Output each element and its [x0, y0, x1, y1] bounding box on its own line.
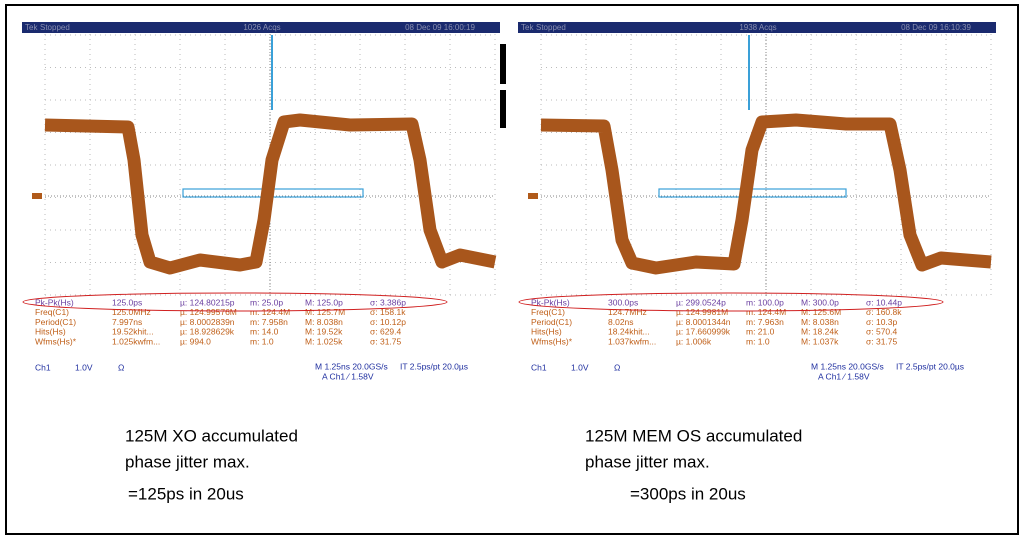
status-resolution: IT 2.5ps/pt 20.0µs: [896, 361, 964, 371]
measurement-value: σ: 570.4: [866, 327, 898, 337]
header-state: Stopped: [536, 23, 566, 32]
measurement-label: Freq(C1): [35, 307, 69, 317]
caption-line: phase jitter max.: [585, 452, 710, 471]
measurement-value: µ: 8.0001344n: [676, 317, 731, 327]
status-ohm: Ω: [614, 362, 620, 372]
measurement-label: Freq(C1): [531, 307, 565, 317]
header-brand: Tek: [521, 23, 534, 32]
status-trigger: A Ch1 ⁄ 1.58V: [818, 371, 870, 381]
measurement-value: σ: 31.75: [370, 336, 402, 346]
measurement-value: 124.7MHz: [608, 307, 647, 317]
measurement-value: σ: 3.386p: [370, 297, 406, 307]
measurement-value: m: 7.958n: [250, 317, 288, 327]
measurement-value: M: 125.0p: [305, 297, 343, 307]
header-datetime: 08 Dec 09 16:00:19: [405, 23, 475, 32]
measurement-value: m: 124.4M: [250, 307, 290, 317]
measurement-value: M: 1.037k: [801, 336, 839, 346]
caption-line: =300ps in 20us: [630, 484, 746, 503]
measurement-label: Period(C1): [531, 317, 572, 327]
measurement-value: 8.02ns: [608, 317, 634, 327]
measurement-label: Hits(Hs): [35, 327, 66, 337]
measurement-value: 19.52khit...: [112, 327, 154, 337]
measurement-value: M: 19.52k: [305, 327, 343, 337]
status-timebase: M 1.25ns 20.0GS/s: [811, 361, 884, 371]
measurement-label: Period(C1): [35, 317, 76, 327]
marker-ch1: [528, 193, 538, 199]
header-datetime: 08 Dec 09 16:10:39: [901, 23, 971, 32]
marker-ch1: [32, 193, 42, 199]
measurement-value: m: 100.0p: [746, 297, 784, 307]
measurement-value: 1.025kwfm...: [112, 336, 160, 346]
measurement-value: 125.0ps: [112, 297, 142, 307]
status-ohm: Ω: [118, 362, 124, 372]
measurement-value: µ: 124.80215p: [180, 297, 235, 307]
status-trigger: A Ch1 ⁄ 1.58V: [322, 371, 374, 381]
measurement-value: m: 21.0: [746, 327, 775, 337]
header-state: Stopped: [40, 23, 70, 32]
measurement-value: µ: 8.0002839n: [180, 317, 235, 327]
status-volts: 1.0V: [75, 362, 93, 372]
measurement-value: M: 125.7M: [305, 307, 345, 317]
slide: TekStopped1026 Acqs08 Dec 09 16:00:19Pk-…: [0, 0, 1024, 539]
measurement-value: σ: 10.44p: [866, 297, 902, 307]
measurement-value: M: 1.025k: [305, 336, 343, 346]
measurement-label: Wfms(Hs)*: [531, 336, 573, 346]
header-acqs: 1026 Acqs: [243, 23, 280, 32]
measurement-value: µ: 124.99576M: [180, 307, 237, 317]
measurement-value: M: 125.6M: [801, 307, 841, 317]
measurement-value: 125.0MHz: [112, 307, 151, 317]
measurement-value: 18.24khit...: [608, 327, 650, 337]
measurement-value: M: 8.038n: [801, 317, 839, 327]
measurement-value: m: 14.0: [250, 327, 279, 337]
measurement-value: µ: 18.928629k: [180, 327, 235, 337]
measurement-label: Hits(Hs): [531, 327, 562, 337]
measurement-value: m: 1.0: [746, 336, 770, 346]
measurement-value: M: 8.038n: [305, 317, 343, 327]
measurement-value: µ: 17.660999k: [676, 327, 731, 337]
measurement-value: 1.037kwfm...: [608, 336, 656, 346]
measurement-value: m: 1.0: [250, 336, 274, 346]
header-brand: Tek: [25, 23, 38, 32]
caption-line: phase jitter max.: [125, 452, 250, 471]
measurement-value: σ: 31.75: [866, 336, 898, 346]
measurement-value: m: 7.963n: [746, 317, 784, 327]
measurement-value: 7.997ns: [112, 317, 142, 327]
caption-line: =125ps in 20us: [128, 484, 244, 503]
measurement-value: σ: 10.3p: [866, 317, 898, 327]
measurement-value: m: 25.0p: [250, 297, 283, 307]
status-volts: 1.0V: [571, 362, 589, 372]
measurement-value: µ: 1.006k: [676, 336, 712, 346]
measurement-value: M: 300.0p: [801, 297, 839, 307]
measurement-value: µ: 994.0: [180, 336, 211, 346]
caption-line: 125M XO accumulated: [125, 426, 298, 445]
measurement-value: 300.0ps: [608, 297, 638, 307]
measurement-value: µ: 299.0524p: [676, 297, 726, 307]
caption-line: 125M MEM OS accumulated: [585, 426, 802, 445]
measurement-value: M: 18.24k: [801, 327, 839, 337]
measurement-label: Wfms(Hs)*: [35, 336, 77, 346]
measurement-value: m: 124.4M: [746, 307, 786, 317]
status-resolution: IT 2.5ps/pt 20.0µs: [400, 361, 468, 371]
measurement-value: σ: 629.4: [370, 327, 402, 337]
measurement-value: µ: 124.9981M: [676, 307, 728, 317]
status-channel: Ch1: [531, 362, 547, 372]
status-channel: Ch1: [35, 362, 51, 372]
status-timebase: M 1.25ns 20.0GS/s: [315, 361, 388, 371]
header-acqs: 1938 Acqs: [739, 23, 776, 32]
measurement-value: σ: 10.12p: [370, 317, 406, 327]
